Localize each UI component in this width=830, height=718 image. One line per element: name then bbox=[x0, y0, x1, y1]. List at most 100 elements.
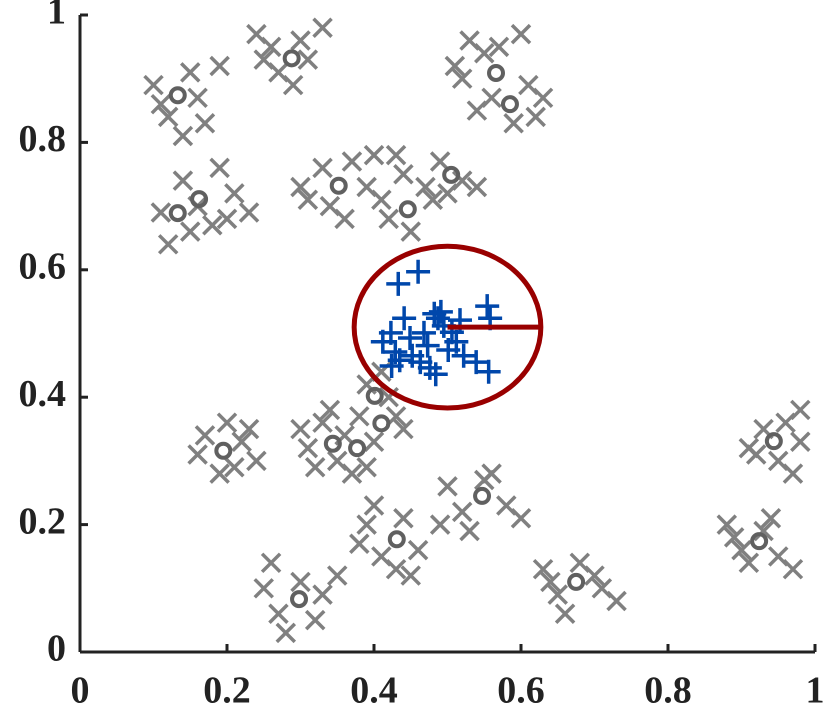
cross-point bbox=[290, 30, 311, 51]
cross-point bbox=[393, 418, 414, 440]
cross-point bbox=[745, 444, 767, 465]
cross-point bbox=[297, 189, 319, 210]
cross-point bbox=[194, 425, 216, 446]
center-point bbox=[500, 95, 519, 114]
cross-point bbox=[312, 157, 333, 179]
y-tick-label: 1 bbox=[47, 0, 66, 33]
cross-point bbox=[606, 590, 627, 612]
center-point bbox=[473, 486, 492, 505]
cross-point bbox=[327, 565, 348, 586]
cross-point bbox=[304, 457, 326, 478]
cross-point bbox=[180, 62, 201, 83]
cross-point bbox=[782, 558, 804, 580]
center-point bbox=[365, 386, 384, 405]
center-point bbox=[372, 414, 391, 433]
center-point bbox=[214, 441, 233, 460]
center-point bbox=[168, 86, 187, 105]
plus-point bbox=[475, 294, 500, 319]
cross-point bbox=[224, 183, 245, 204]
cross-point bbox=[451, 501, 473, 523]
cross-point bbox=[246, 450, 267, 472]
plus-point bbox=[422, 301, 447, 326]
cross-point bbox=[790, 399, 811, 421]
x-tick-label: 0.4 bbox=[350, 670, 398, 712]
cross-point bbox=[400, 565, 421, 586]
cross-point bbox=[415, 176, 436, 198]
center-point bbox=[323, 434, 342, 453]
center-point bbox=[487, 63, 506, 82]
center-point bbox=[750, 532, 769, 551]
cross-point bbox=[444, 55, 466, 77]
cross-point bbox=[488, 36, 510, 58]
cross-point bbox=[459, 520, 480, 542]
cross-point bbox=[260, 36, 282, 58]
plus-point bbox=[476, 359, 501, 384]
center-point bbox=[282, 49, 301, 68]
cross-point bbox=[716, 514, 738, 535]
cross-point bbox=[253, 578, 274, 599]
cross-point bbox=[290, 418, 311, 440]
plus-point bbox=[386, 271, 411, 296]
cross-point bbox=[150, 202, 172, 223]
cross-point bbox=[782, 463, 804, 484]
plus-point bbox=[398, 325, 423, 350]
cross-point bbox=[437, 476, 458, 497]
x-tick-label: 1 bbox=[806, 670, 825, 712]
cross-point bbox=[172, 170, 194, 191]
cross-point bbox=[202, 214, 223, 236]
plus-point bbox=[415, 333, 440, 358]
cross-point bbox=[341, 151, 363, 172]
cross-point bbox=[400, 221, 421, 242]
center-point bbox=[387, 530, 406, 549]
cross-point bbox=[349, 406, 370, 427]
y-tick-label: 0.4 bbox=[19, 373, 67, 415]
y-tick-label: 0.8 bbox=[19, 118, 67, 160]
plus-point bbox=[379, 353, 404, 378]
cross-point bbox=[532, 558, 554, 580]
plus-point bbox=[392, 306, 417, 331]
cross-point bbox=[407, 539, 429, 561]
cross-point bbox=[393, 507, 414, 529]
x-tick-label: 0.6 bbox=[497, 670, 545, 712]
center-point bbox=[398, 200, 417, 219]
cross-point bbox=[422, 189, 444, 210]
cross-point bbox=[157, 234, 179, 255]
cross-point bbox=[554, 603, 576, 625]
cross-point bbox=[216, 208, 238, 230]
cross-point bbox=[216, 412, 238, 433]
cross-point bbox=[356, 457, 377, 478]
cross-point bbox=[238, 202, 260, 223]
plus-point bbox=[370, 329, 395, 354]
center-point bbox=[442, 165, 461, 184]
cross-point bbox=[180, 221, 201, 242]
x-tick-label: 0.2 bbox=[203, 670, 251, 712]
cross-point bbox=[275, 622, 297, 644]
center-point bbox=[290, 590, 309, 609]
cross-point bbox=[437, 183, 458, 204]
cross-point bbox=[319, 399, 341, 421]
cross-point bbox=[378, 208, 399, 230]
cross-point bbox=[481, 463, 502, 484]
cross-point bbox=[297, 49, 319, 70]
cross-point bbox=[194, 113, 216, 134]
cross-point bbox=[393, 164, 414, 185]
cross-point bbox=[790, 431, 811, 453]
cross-point bbox=[356, 514, 377, 535]
cross-point bbox=[290, 571, 311, 593]
center-point bbox=[329, 176, 348, 195]
cross-point bbox=[150, 93, 172, 115]
cross-point bbox=[297, 437, 319, 459]
center-point bbox=[190, 190, 209, 209]
cross-point bbox=[312, 17, 333, 38]
cross-point bbox=[363, 495, 385, 516]
cross-point bbox=[304, 609, 326, 631]
cross-point bbox=[723, 527, 745, 548]
x-tick-label: 0 bbox=[71, 670, 90, 712]
y-tick-label: 0.6 bbox=[19, 246, 67, 288]
cross-point bbox=[532, 87, 554, 109]
cross-point bbox=[510, 507, 532, 529]
cross-point bbox=[238, 418, 260, 440]
cross-point bbox=[731, 539, 752, 561]
plus-point bbox=[411, 320, 436, 345]
cross-point bbox=[760, 507, 782, 529]
